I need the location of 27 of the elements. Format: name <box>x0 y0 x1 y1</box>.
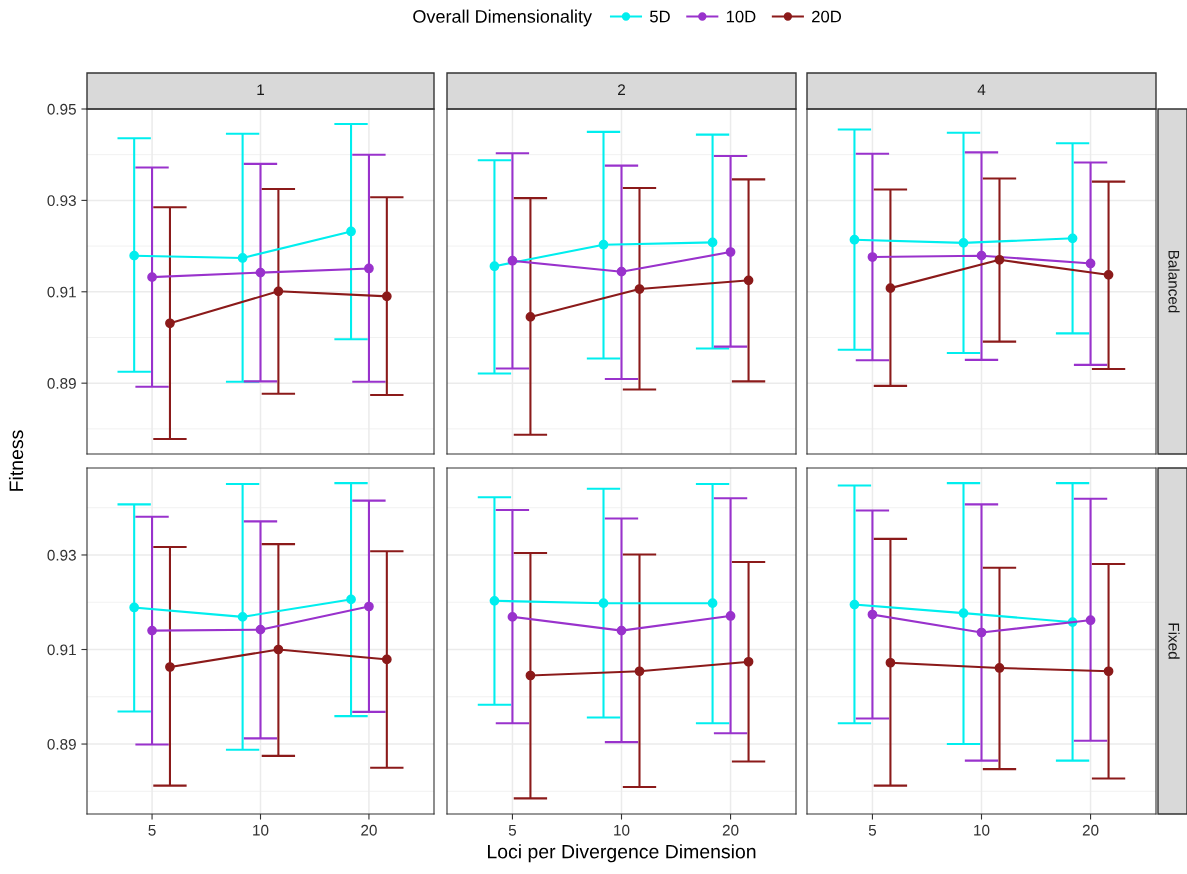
text: Fixed <box>1168 623 1180 659</box>
chart-title: 1 <box>257 84 264 95</box>
x-tick-label: 20 <box>361 824 377 836</box>
x-tick-label: 5 <box>508 824 517 836</box>
y-tick-label: 0.89 <box>47 378 76 389</box>
x-tick-label: 5 <box>868 824 877 836</box>
x-tick-label: 20 <box>1082 824 1099 836</box>
x-tick-label: 10 <box>614 824 630 836</box>
legend-label: 20D <box>812 10 841 23</box>
x-axis-title: Loci per Divergence Dimension <box>488 844 756 863</box>
y-tick-label: 0.91 <box>47 644 76 656</box>
chart-title: 4 <box>977 84 986 95</box>
text: Balanced <box>1168 250 1180 313</box>
y-tick-label: 0.91 <box>47 286 76 298</box>
legend-label: 10D <box>726 10 756 23</box>
legend-label: 5D <box>650 10 670 23</box>
y-tick-label: 0.95 <box>47 103 76 115</box>
x-tick-label: 10 <box>974 824 990 836</box>
y-tick-label: 0.89 <box>47 738 76 750</box>
x-tick-label: 10 <box>253 824 269 836</box>
x-tick-label: 5 <box>148 824 156 836</box>
y-tick-label: 0.93 <box>47 549 76 561</box>
legend-title: Overall Dimensionality <box>413 9 592 27</box>
chart-title: 2 <box>618 84 625 95</box>
y-axis-title: Fitness <box>8 430 24 491</box>
x-tick-label: 20 <box>722 824 739 836</box>
y-tick-label: 0.93 <box>47 195 76 207</box>
